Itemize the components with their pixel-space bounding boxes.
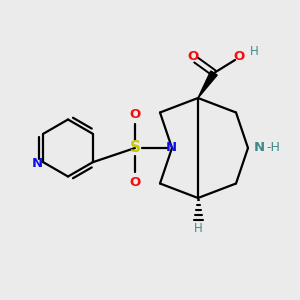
Polygon shape bbox=[198, 71, 217, 98]
Text: N: N bbox=[165, 141, 177, 154]
Text: O: O bbox=[233, 50, 244, 62]
Text: H: H bbox=[250, 44, 258, 58]
Text: O: O bbox=[129, 176, 141, 188]
Text: O: O bbox=[188, 50, 199, 62]
Text: N: N bbox=[254, 141, 265, 154]
Text: O: O bbox=[129, 107, 141, 121]
Text: N: N bbox=[32, 157, 43, 170]
Text: H: H bbox=[194, 223, 202, 236]
Text: -H: -H bbox=[266, 141, 280, 154]
Text: S: S bbox=[130, 140, 140, 155]
